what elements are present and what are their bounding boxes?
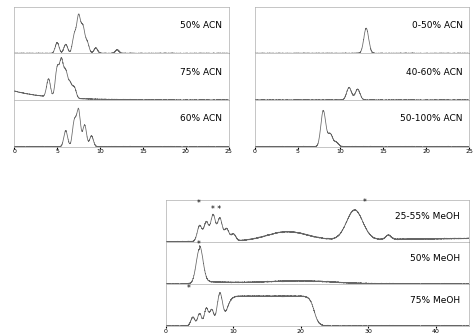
Text: 75% MeOH: 75% MeOH xyxy=(410,296,460,305)
Text: *: * xyxy=(363,198,367,207)
Text: 25-55% MeOH: 25-55% MeOH xyxy=(395,212,460,221)
Text: 0-50% ACN: 0-50% ACN xyxy=(412,21,463,30)
Text: *: * xyxy=(187,285,191,293)
Text: 75% ACN: 75% ACN xyxy=(181,68,222,77)
Text: *: * xyxy=(196,199,200,208)
Text: 50% ACN: 50% ACN xyxy=(181,21,222,30)
Text: *: * xyxy=(196,240,200,249)
Text: 50-100% ACN: 50-100% ACN xyxy=(401,114,463,123)
Text: 60% ACN: 60% ACN xyxy=(181,114,222,123)
Text: 40-60% ACN: 40-60% ACN xyxy=(406,68,463,77)
Text: * *: * * xyxy=(211,205,221,214)
Text: 50% MeOH: 50% MeOH xyxy=(410,254,460,263)
